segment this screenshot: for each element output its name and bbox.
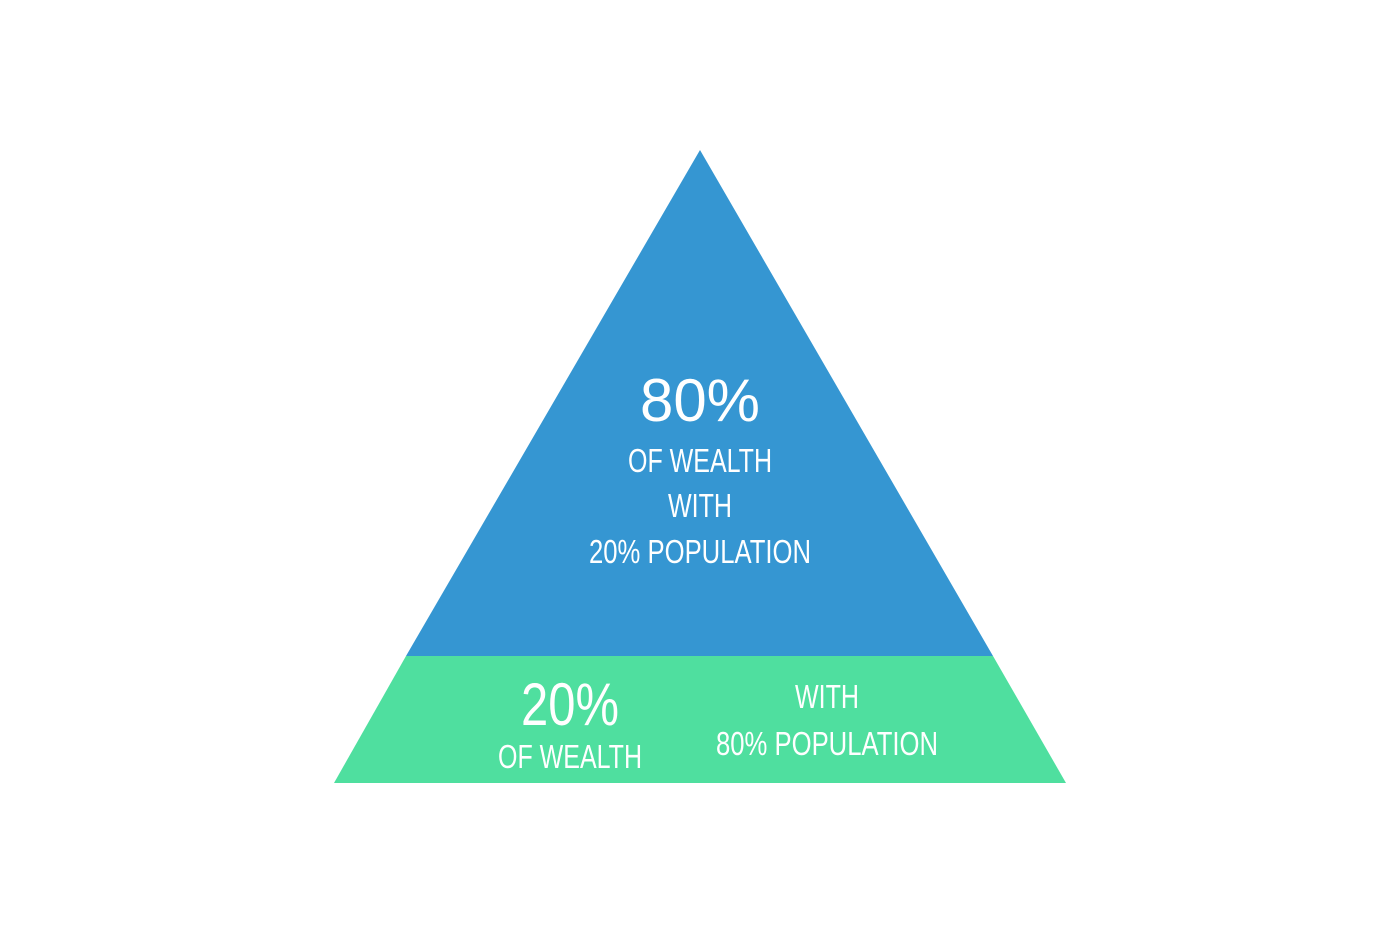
bottom-with-label: WITH — [795, 678, 859, 715]
bottom-percent: 20% — [521, 671, 619, 738]
bottom-population-label: 80% POPULATION — [716, 725, 938, 762]
top-percent: 80% — [640, 367, 760, 434]
pyramid-top-segment — [406, 150, 993, 656]
top-with-label: WITH — [668, 487, 732, 524]
pyramid-bottom-segment — [334, 656, 1066, 783]
top-wealth-label: OF WEALTH — [628, 442, 772, 479]
bottom-wealth-label: OF WEALTH — [498, 738, 642, 775]
top-population-label: 20% POPULATION — [589, 533, 811, 570]
